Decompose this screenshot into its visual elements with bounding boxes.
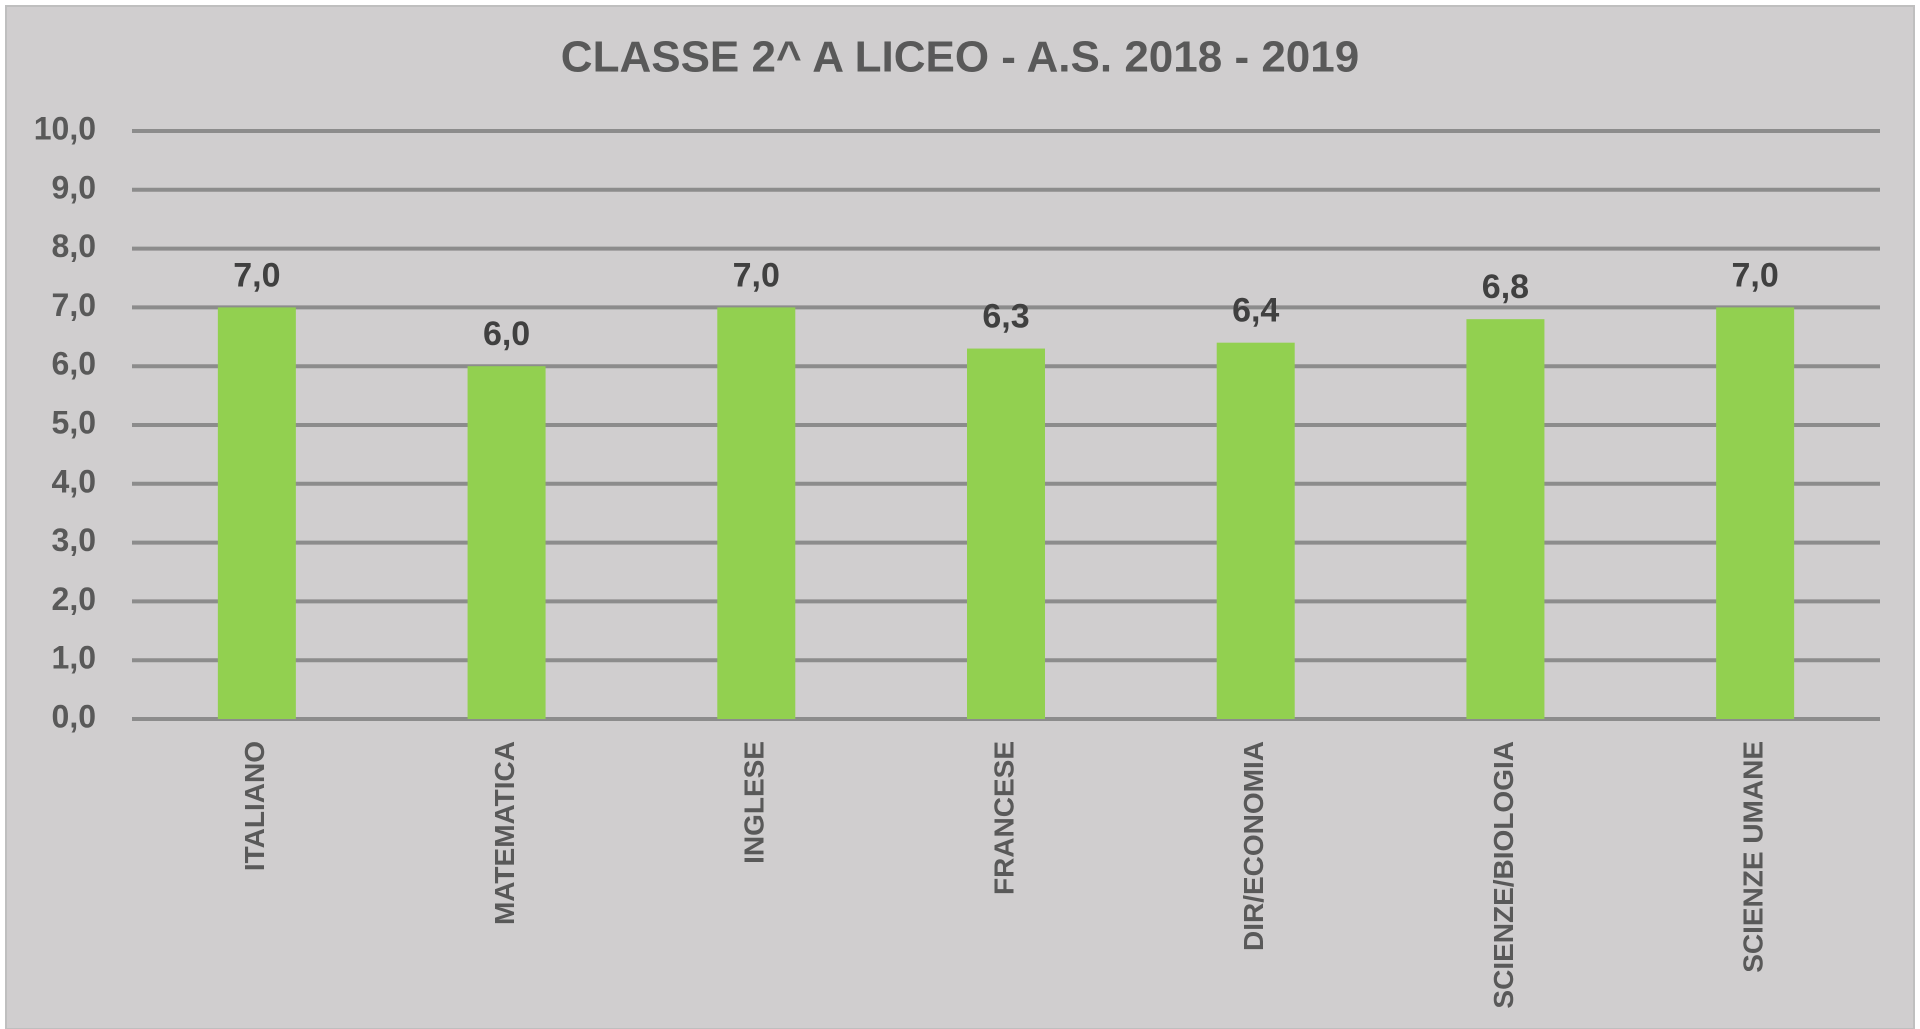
y-tick-label: 4,0 xyxy=(52,463,96,499)
y-tick-label: 7,0 xyxy=(52,287,96,323)
y-tick-label: 0,0 xyxy=(52,698,96,734)
y-tick-label: 1,0 xyxy=(52,640,96,676)
x-tick-label: MATEMATICA xyxy=(489,741,520,925)
y-tick-label: 10,0 xyxy=(34,110,96,146)
chart-title: CLASSE 2^ A LICEO - A.S. 2018 - 2019 xyxy=(561,33,1359,82)
y-tick-label: 8,0 xyxy=(52,228,96,264)
y-tick-label: 9,0 xyxy=(52,169,96,205)
chart-background xyxy=(5,5,1915,1029)
y-tick-label: 3,0 xyxy=(52,522,96,558)
bar xyxy=(1216,342,1295,719)
x-tick-label: SCIENZE/BIOLOGIA xyxy=(1488,741,1519,1009)
value-label: 6,3 xyxy=(982,298,1029,336)
y-tick-label: 6,0 xyxy=(52,346,96,382)
bar xyxy=(467,366,546,719)
bar xyxy=(1716,307,1795,719)
bar xyxy=(717,307,796,719)
value-label: 6,8 xyxy=(1482,268,1529,306)
bar xyxy=(1466,319,1545,719)
x-tick-label: DIR/ECONOMIA xyxy=(1238,741,1269,951)
value-label: 7,0 xyxy=(1732,256,1779,294)
bar xyxy=(967,348,1045,719)
x-tick-label: ITALIANO xyxy=(239,741,270,871)
y-tick-label: 2,0 xyxy=(52,581,96,617)
x-tick-label: INGLESE xyxy=(739,741,770,864)
value-label: 7,0 xyxy=(733,256,780,294)
x-tick-label: SCIENZE UMANE xyxy=(1738,741,1769,973)
x-tick-label: FRANCESE xyxy=(988,741,1019,895)
value-label: 7,0 xyxy=(233,256,280,294)
value-label: 6,0 xyxy=(483,315,530,353)
y-tick-label: 5,0 xyxy=(52,404,96,440)
bar xyxy=(217,307,296,719)
value-label: 6,4 xyxy=(1232,292,1279,330)
